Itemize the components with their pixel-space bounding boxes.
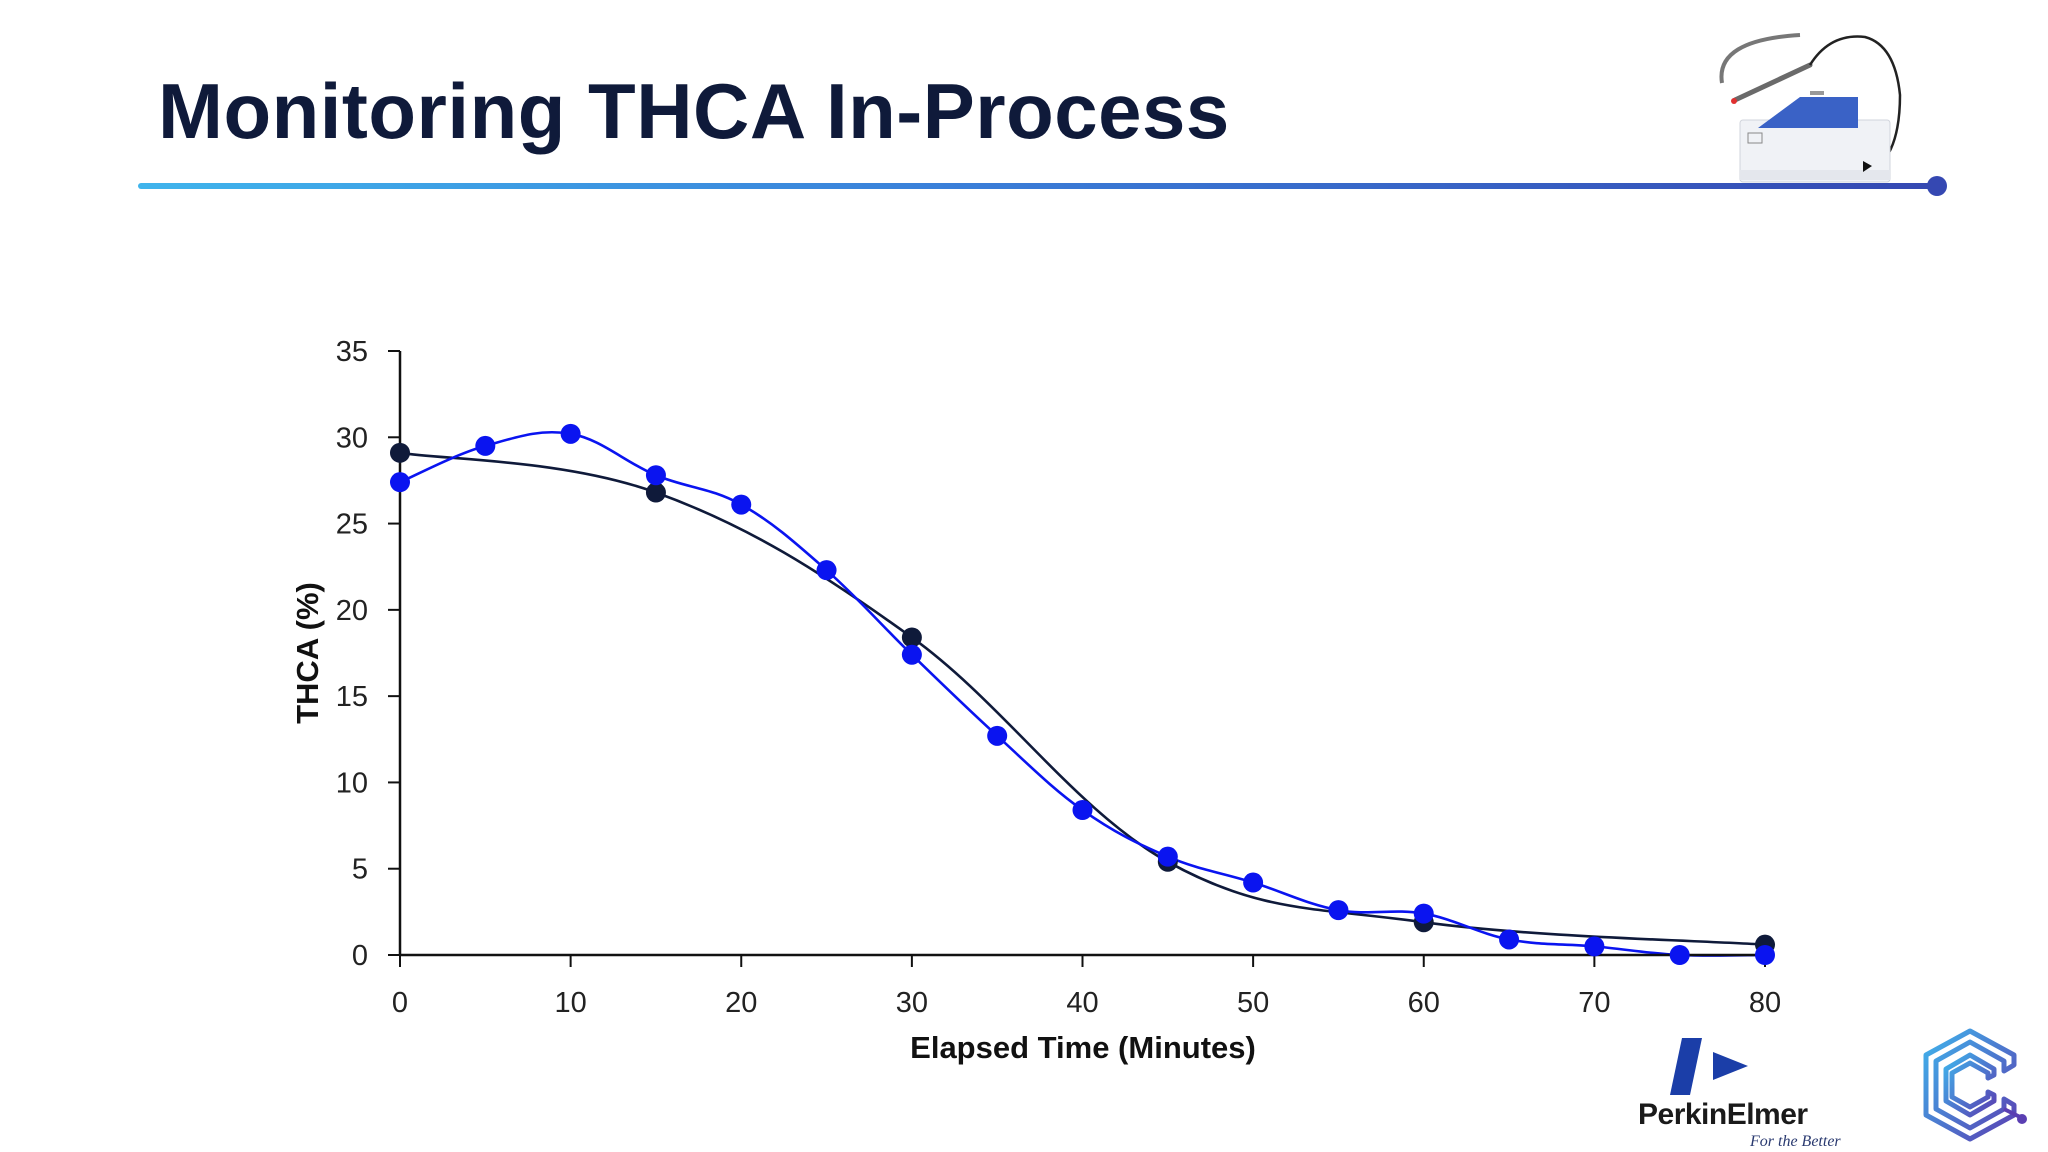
y-tick-label: 15 [336, 681, 368, 713]
series-1-line [399, 451, 1766, 946]
series-1-point [390, 442, 410, 463]
perkinelmer-logo [1670, 1038, 1748, 1095]
c-letter-circuit-logo [1923, 1028, 2027, 1142]
series-2-point [1072, 800, 1093, 821]
series-2-point [390, 472, 410, 493]
series-2-point [1157, 846, 1178, 867]
x-tick-label: 10 [554, 987, 586, 1019]
series-2-point [475, 435, 496, 456]
x-tick-label: 30 [896, 987, 928, 1019]
series-2-point [1413, 903, 1434, 924]
x-axis-label: Elapsed Time (Minutes) [910, 1030, 1256, 1065]
x-tick-label: 70 [1578, 987, 1610, 1019]
series-2-line [399, 430, 1766, 957]
y-tick-label: 10 [336, 767, 368, 799]
series-2-point [901, 644, 922, 665]
x-tick-label: 80 [1749, 987, 1781, 1019]
benchtop-analyzer-with-probe-icon [1719, 33, 1902, 183]
series-1-point [645, 482, 666, 503]
x-tick-label: 20 [725, 987, 757, 1019]
series-2-point [1669, 945, 1690, 965]
y-axis-ticks: 0 5 10 15 20 25 30 35 [336, 336, 400, 972]
series-lines [399, 430, 1766, 957]
x-axis-ticks: 0 10 20 30 40 50 60 70 80 [392, 955, 1781, 1019]
y-tick-label: 0 [352, 940, 368, 972]
series-2-point [731, 494, 752, 515]
x-tick-label: 40 [1066, 987, 1098, 1019]
y-axis-label: THCA (%) [290, 582, 325, 724]
x-tick-label: 50 [1237, 987, 1269, 1019]
series-2-point [560, 423, 581, 444]
series-2-point [1584, 936, 1605, 957]
y-tick-label: 30 [336, 422, 368, 454]
series-markers [390, 423, 1775, 965]
slide-title: Monitoring THCA In-Process [158, 67, 1230, 155]
series-2-point [1499, 929, 1520, 950]
x-tick-label: 60 [1408, 987, 1440, 1019]
perkinelmer-tagline: For the Better [1750, 1133, 1841, 1150]
series-2-point [816, 560, 837, 581]
perkinelmer-wordmark: PerkinElmer [1638, 1098, 1808, 1131]
series-2-point [987, 725, 1008, 746]
x-tick-label: 0 [392, 987, 408, 1019]
series-1-point [901, 627, 922, 648]
series-2-point [1328, 900, 1349, 921]
series-2-point [1243, 872, 1264, 893]
y-tick-label: 20 [336, 595, 368, 627]
y-tick-label: 5 [352, 854, 368, 886]
series-2-point [645, 465, 666, 486]
series-2-point [1755, 945, 1775, 965]
y-tick-label: 35 [336, 336, 368, 368]
title-underline [138, 183, 1938, 189]
y-tick-label: 25 [336, 509, 368, 541]
title-underline-end-dot [1927, 176, 1947, 196]
